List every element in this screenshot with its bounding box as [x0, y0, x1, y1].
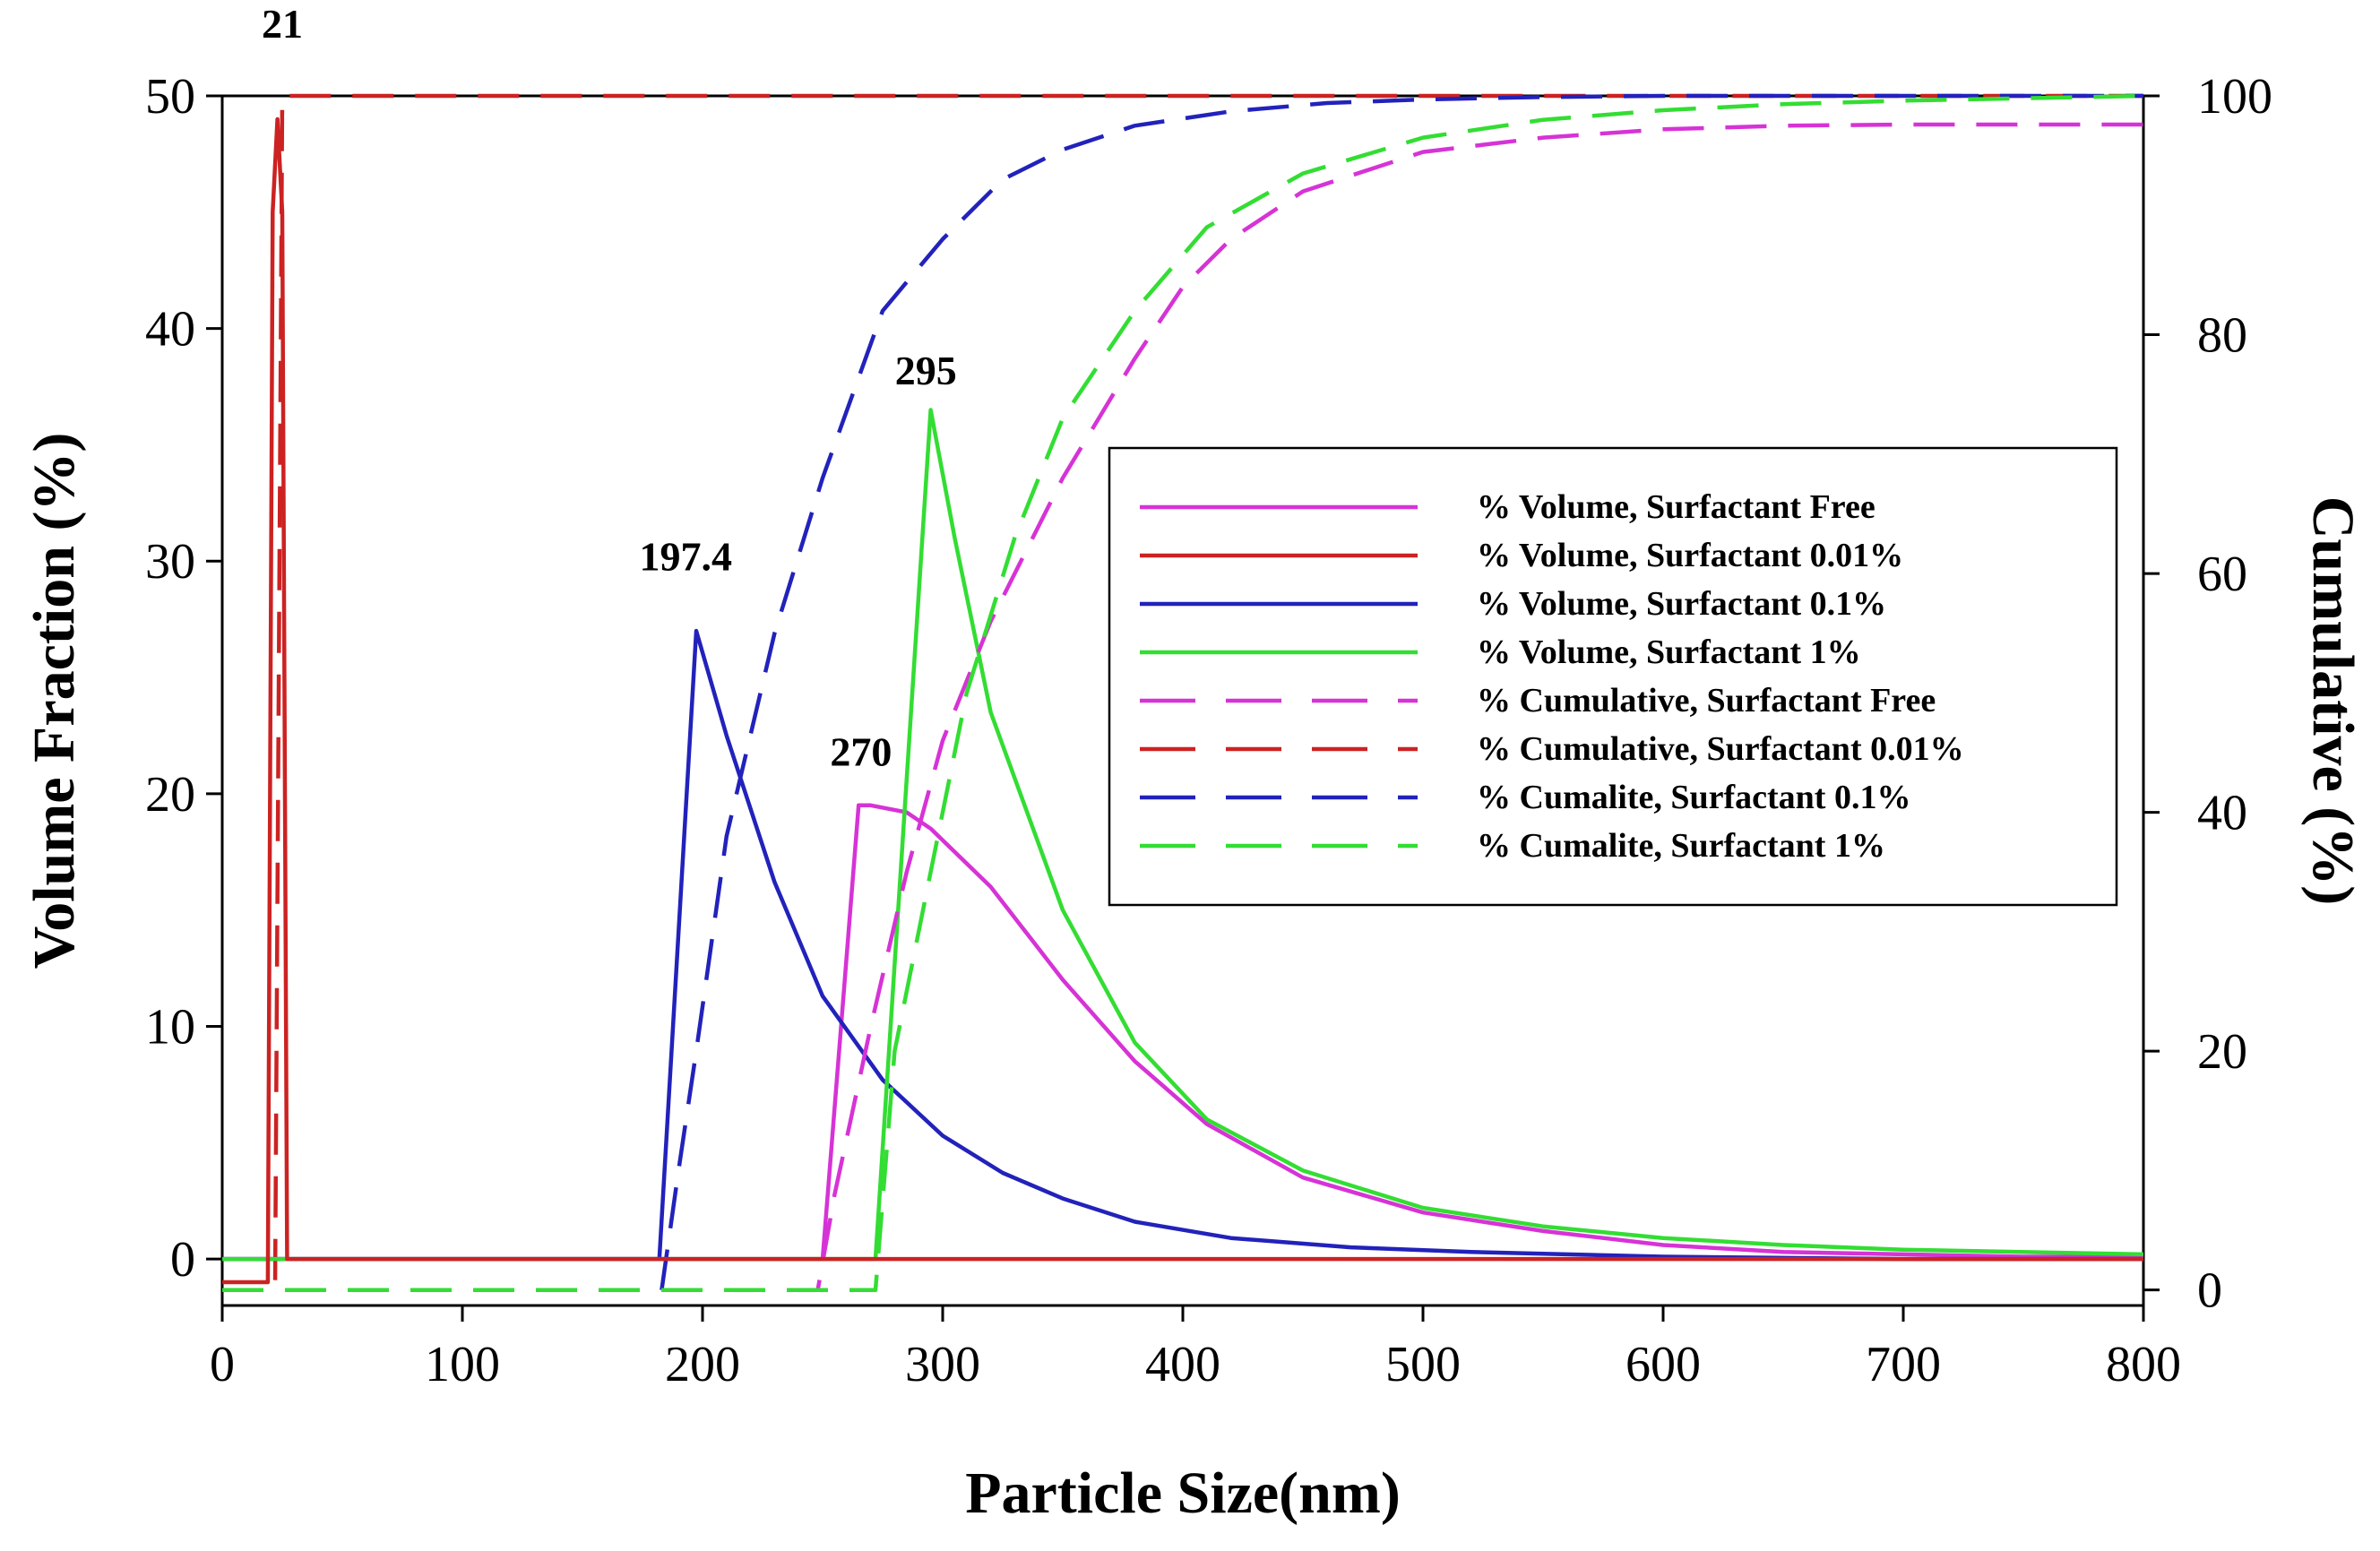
x-tick-label: 600 — [1625, 1337, 1701, 1392]
left-tick-label: 20 — [145, 767, 195, 823]
legend-label: % Volume, Surfactant Free — [1477, 488, 1876, 526]
axes-layer: 0 100 200 300 400 500 600 700 800010203040500204… — [145, 69, 2272, 1392]
legend-label: % Volume, Surfactant 0.01% — [1477, 537, 1903, 574]
left-tick-label: 0 — [170, 1232, 195, 1288]
series-layer — [222, 93, 2144, 1292]
legend-label: % Cumalite, Surfactant 0.1% — [1477, 779, 1910, 816]
series-line-volume-surfactant-0-1 — [222, 628, 2143, 1262]
x-tick-label: 500 — [1385, 1337, 1461, 1392]
series-line-cumalite-surfactant-1 — [222, 93, 2144, 1292]
peak-label: 197.4 — [639, 534, 732, 580]
legend-items: % Volume, Surfactant Free % Volume, Surfa… — [1140, 488, 1964, 865]
peak-label: 295 — [895, 348, 957, 393]
series-line-cumulative-surfactant-free — [222, 122, 2143, 1292]
legend-label: % Volume, Surfactant 1% — [1477, 633, 1861, 671]
left-tick-label: 10 — [145, 999, 195, 1055]
x-tick-label: 0 — [210, 1337, 235, 1392]
right-tick-label: 60 — [2197, 547, 2247, 602]
x-tick-label: 400 — [1145, 1337, 1220, 1392]
series-line-volume-surfactant-1 — [222, 408, 2144, 1262]
x-axis-title: Particle Size(nm) — [965, 1461, 1401, 1526]
legend-label: % Cumulative, Surfactant 0.01% — [1477, 730, 1964, 768]
peak-label: 270 — [830, 729, 892, 775]
left-tick-label: 40 — [145, 302, 195, 358]
x-tick-label: 800 — [2106, 1337, 2181, 1392]
legend-label: % Cumalite, Surfactant 1% — [1477, 827, 1885, 865]
right-axis-title: Cumulative (%) — [2300, 496, 2366, 905]
x-tick-label: 100 — [425, 1337, 500, 1392]
x-tick-label: 700 — [1866, 1337, 1941, 1392]
peak-label: 21 — [262, 1, 303, 47]
legend-label: % Volume, Surfactant 0.1% — [1477, 585, 1886, 623]
legend: % Volume, Surfactant Free % Volume, Surfa… — [1108, 446, 2118, 907]
left-axis-title: Volume Fraction (%) — [22, 433, 87, 969]
series-line-volume-surfactant-free — [222, 803, 2143, 1262]
series-line-volume-surfactant-0-01 — [222, 116, 2143, 1285]
left-tick-label: 30 — [145, 534, 195, 590]
right-tick-label: 40 — [2197, 786, 2247, 841]
legend-label: % Cumulative, Surfactant Free — [1477, 682, 1936, 719]
right-tick-label: 0 — [2197, 1263, 2222, 1319]
left-tick-label: 50 — [145, 69, 195, 125]
right-tick-label: 80 — [2197, 308, 2247, 364]
right-tick-label: 100 — [2197, 69, 2272, 125]
legend-box — [1108, 446, 2118, 907]
x-tick-label: 200 — [665, 1337, 740, 1392]
right-tick-label: 20 — [2197, 1024, 2247, 1080]
annotation-layer: 21 197.4 270 295 — [262, 1, 957, 775]
x-tick-label: 300 — [905, 1337, 980, 1392]
